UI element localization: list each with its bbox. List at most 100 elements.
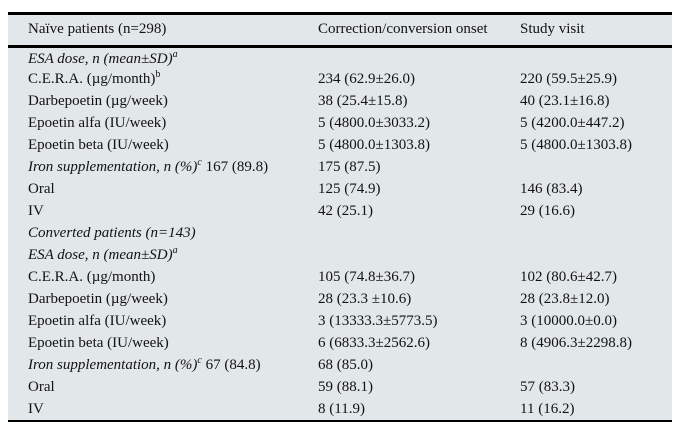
row-label: Iron supplementation, n (%)	[28, 158, 198, 175]
onset-value-cell	[318, 222, 520, 244]
row-label: Epoetin beta (IU/week)	[28, 136, 169, 153]
footnote-marker: c	[197, 156, 202, 168]
row-label-cell: Epoetin alfa (IU/week)	[8, 310, 318, 332]
study-visit-value-cell: 5 (4200.0±447.2)	[520, 114, 625, 131]
table-row: Epoetin beta (IU/week) 6 (6833.3±2562.6) 8…	[8, 332, 672, 354]
table-row: IV 42 (25.1) 29 (16.6)	[8, 200, 672, 222]
table-row: C.E.R.A. (µg/month)b 234 (62.9±26.0) 220 (…	[8, 68, 672, 90]
study-visit-value-cell: 220 (59.5±25.9)	[520, 70, 617, 87]
table-row: Darbepoetin (µg/week) 38 (25.4±15.8) 40 (2…	[8, 90, 672, 112]
table-row: Converted patients (n=143)	[8, 222, 672, 244]
study-visit-value-cell	[520, 222, 672, 244]
row-label: C.E.R.A. (µg/month)	[28, 70, 156, 87]
row-label: Epoetin alfa (IU/week)	[28, 312, 167, 329]
row-label-cell: Oral	[8, 376, 318, 398]
row-label: IV	[28, 400, 44, 417]
table-body: ESA dose, n (mean±SD)a C.E.R.A. (µg/month…	[8, 46, 672, 420]
study-visit-value-cell	[520, 244, 672, 266]
table-row: Oral 59 (88.1) 57 (83.3)	[8, 376, 672, 398]
onset-value-cell: 68 (85.0)	[318, 356, 373, 373]
onset-value-cell: 175 (87.5)	[318, 158, 381, 175]
col-header-correction-conversion-onset: Correction/conversion onset	[318, 15, 520, 48]
onset-value-cell: 5 (4800.0±3033.2)	[318, 114, 430, 131]
row-label: Darbepoetin (µg/week)	[28, 92, 168, 109]
row-label-cell: Epoetin beta (IU/week)	[8, 332, 318, 354]
study-visit-value-cell: 29 (16.6)	[520, 202, 575, 219]
row-label: Epoetin beta (IU/week)	[28, 334, 169, 351]
onset-value-cell: 6 (6833.3±2562.6)	[318, 334, 430, 351]
onset-value-cell: 234 (62.9±26.0)	[318, 70, 415, 87]
onset-value-cell	[318, 244, 520, 266]
row-label-cell: C.E.R.A. (µg/month)	[8, 266, 318, 288]
row-label: Oral	[28, 180, 55, 197]
table-row: Epoetin beta (IU/week) 5 (4800.0±1303.8) 5…	[8, 134, 672, 156]
table-row: ESA dose, n (mean±SD)a	[8, 244, 672, 266]
study-visit-value-cell: 3 (10000.0±0.0)	[520, 312, 617, 329]
table-row: Darbepoetin (µg/week) 28 (23.3 ±10.6) 28 (…	[8, 288, 672, 310]
row-label: Darbepoetin (µg/week)	[28, 290, 168, 307]
study-visit-value-cell: 5 (4800.0±1303.8)	[520, 136, 632, 153]
row-label-cell: IV	[8, 200, 318, 222]
row-label-cell: Converted patients (n=143)	[8, 222, 318, 244]
footnote-marker: a	[172, 48, 178, 60]
row-label-value: 67 (84.8)	[201, 356, 261, 373]
row-label-cell: Iron supplementation, n (%)c 167 (89.8)	[8, 156, 318, 178]
table-row: Oral 125 (74.9) 146 (83.4)	[8, 178, 672, 200]
row-label: Converted patients (n=143)	[28, 224, 196, 241]
row-label: ESA dose, n (mean±SD)	[28, 246, 173, 263]
study-visit-value-cell: 102 (80.6±42.7)	[520, 268, 617, 285]
row-label-value: 167 (89.8)	[201, 158, 269, 175]
row-label-cell: IV	[8, 398, 318, 420]
row-label: Iron supplementation, n (%)	[28, 356, 198, 373]
table-header: Naïve patients (n=298) Correction/conver…	[8, 15, 672, 48]
study-visit-value-cell: 40 (23.1±16.8)	[520, 92, 610, 109]
row-label-cell: ESA dose, n (mean±SD)a	[8, 46, 318, 68]
row-label-cell: Oral	[8, 178, 318, 200]
onset-value-cell	[318, 46, 520, 68]
study-visit-value-cell: 146 (83.4)	[520, 180, 583, 197]
study-visit-value-cell: 28 (23.8±12.0)	[520, 290, 610, 307]
onset-value-cell: 42 (25.1)	[318, 202, 373, 219]
study-visit-value-cell: 57 (83.3)	[520, 378, 575, 395]
onset-value-cell: 5 (4800.0±1303.8)	[318, 136, 430, 153]
table-row: ESA dose, n (mean±SD)a	[8, 46, 672, 68]
col-header-naive-patients: Naïve patients (n=298)	[8, 15, 318, 48]
row-label-cell: Darbepoetin (µg/week)	[8, 288, 318, 310]
table-row: IV 8 (11.9) 11 (16.2)	[8, 398, 672, 420]
row-label-cell: Iron supplementation, n (%)c 67 (84.8)	[8, 354, 318, 376]
table-row: Iron supplementation, n (%)c 67 (84.8) 68…	[8, 354, 672, 376]
table-row: Epoetin alfa (IU/week) 5 (4800.0±3033.2) 5…	[8, 112, 672, 134]
table-row: C.E.R.A. (µg/month) 105 (74.8±36.7) 102 (8…	[8, 266, 672, 288]
row-label: IV	[28, 202, 44, 219]
footnote-marker: c	[197, 354, 202, 366]
footnote-marker: a	[172, 244, 178, 256]
footnote-marker: b	[155, 68, 161, 80]
onset-value-cell: 105 (74.8±36.7)	[318, 268, 415, 285]
row-label: ESA dose, n (mean±SD)	[28, 50, 173, 67]
row-label: Oral	[28, 378, 55, 395]
study-visit-value-cell: 11 (16.2)	[520, 400, 575, 417]
onset-value-cell: 8 (11.9)	[318, 400, 365, 417]
esa-dose-table: Naïve patients (n=298) Correction/conver…	[8, 15, 672, 420]
table-row: Epoetin alfa (IU/week) 3 (13333.3±5773.5)…	[8, 310, 672, 332]
onset-value-cell: 125 (74.9)	[318, 180, 381, 197]
study-visit-value-cell	[520, 354, 672, 376]
row-label: C.E.R.A. (µg/month)	[28, 268, 156, 285]
esa-dose-table-container: Naïve patients (n=298) Correction/conver…	[8, 12, 672, 422]
row-label-cell: Epoetin alfa (IU/week)	[8, 112, 318, 134]
row-label-cell: C.E.R.A. (µg/month)b	[8, 68, 318, 90]
table-header-row: Naïve patients (n=298) Correction/conver…	[8, 15, 672, 48]
col-header-study-visit: Study visit	[520, 15, 672, 48]
onset-value-cell: 59 (88.1)	[318, 378, 373, 395]
onset-value-cell: 3 (13333.3±5773.5)	[318, 312, 438, 329]
row-label-cell: Darbepoetin (µg/week)	[8, 90, 318, 112]
row-label: Epoetin alfa (IU/week)	[28, 114, 167, 131]
study-visit-value-cell	[520, 46, 672, 68]
onset-value-cell: 28 (23.3 ±10.6)	[318, 290, 412, 307]
table-row: Iron supplementation, n (%)c 167 (89.8) 1…	[8, 156, 672, 178]
study-visit-value-cell	[520, 156, 672, 178]
row-label-cell: Epoetin beta (IU/week)	[8, 134, 318, 156]
row-label-cell: ESA dose, n (mean±SD)a	[8, 244, 318, 266]
study-visit-value-cell: 8 (4906.3±2298.8)	[520, 334, 632, 351]
onset-value-cell: 38 (25.4±15.8)	[318, 92, 408, 109]
